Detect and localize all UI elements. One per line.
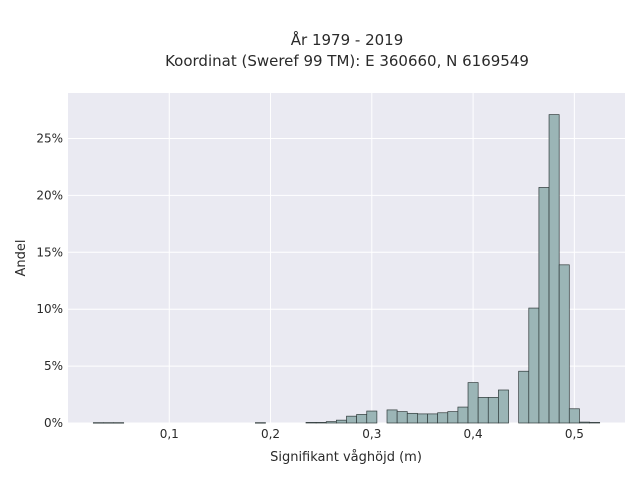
y-axis-label: Andel xyxy=(14,240,29,277)
histogram-bar xyxy=(467,382,479,424)
x-tick-label: 0,2 xyxy=(261,427,280,441)
x-tick-label: 0,4 xyxy=(464,427,483,441)
histogram-bar xyxy=(518,370,530,424)
histogram-bar xyxy=(92,422,104,424)
histogram-bar xyxy=(315,422,327,424)
x-axis-ticks: 0,1 0,2 0,3 0,4 0,5 xyxy=(160,427,584,441)
y-tick-label: 15% xyxy=(36,245,63,259)
histogram-bar xyxy=(386,409,398,424)
x-tick-label: 0,5 xyxy=(565,427,584,441)
histogram-bar xyxy=(447,411,459,424)
histogram-bar xyxy=(589,422,601,424)
histogram-bar xyxy=(255,422,266,424)
histogram-bar xyxy=(579,421,590,424)
y-axis-ticks: 0% 5% 10% 15% 20% 25% xyxy=(36,132,63,430)
y-tick-label: 25% xyxy=(36,132,63,146)
histogram-bar xyxy=(325,421,337,424)
histogram-bar xyxy=(487,397,499,424)
histogram-bar xyxy=(528,307,540,424)
histogram-bar xyxy=(305,422,317,424)
x-tick-label: 0,3 xyxy=(362,427,381,441)
histogram-bar xyxy=(548,114,560,424)
histogram-bar xyxy=(417,413,428,424)
histogram-bar xyxy=(477,397,489,424)
histogram-bar xyxy=(113,422,125,424)
histogram-bars xyxy=(92,114,601,424)
histogram-bar xyxy=(538,187,550,424)
y-tick-label: 10% xyxy=(36,302,63,316)
chart-title-line-1: År 1979 - 2019 xyxy=(291,30,404,49)
histogram-bar xyxy=(568,408,580,424)
histogram-bar xyxy=(457,406,469,424)
chart-title-line-2: Koordinat (Sweref 99 TM): E 360660, N 61… xyxy=(165,52,529,70)
y-tick-label: 0% xyxy=(44,416,63,430)
histogram-bar xyxy=(356,414,368,424)
histogram-bar xyxy=(366,410,378,424)
histogram-bar xyxy=(558,264,570,424)
x-axis-label: Signifikant våghöjd (m) xyxy=(270,450,422,465)
x-tick-label: 0,1 xyxy=(160,427,179,441)
y-tick-label: 20% xyxy=(36,188,63,202)
histogram-bar xyxy=(103,422,114,424)
histogram-bar xyxy=(396,411,408,424)
chart-title: År 1979 - 2019 Koordinat (Sweref 99 TM):… xyxy=(165,30,529,70)
histogram-bar xyxy=(437,412,449,424)
histogram-bar xyxy=(336,419,347,424)
histogram-bar xyxy=(406,412,418,424)
histogram-bar xyxy=(346,415,357,424)
histogram-bar xyxy=(427,413,438,424)
y-tick-label: 5% xyxy=(44,359,63,373)
histogram-bar xyxy=(498,389,509,424)
